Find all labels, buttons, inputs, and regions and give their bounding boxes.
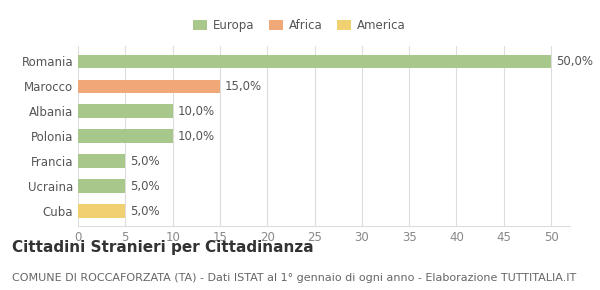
Text: 10,0%: 10,0%	[178, 105, 214, 118]
Text: 15,0%: 15,0%	[224, 80, 262, 93]
Bar	[78, 129, 173, 143]
Text: COMUNE DI ROCCAFORZATA (TA) - Dati ISTAT al 1° gennaio di ogni anno - Elaborazio: COMUNE DI ROCCAFORZATA (TA) - Dati ISTAT…	[12, 273, 576, 283]
Text: 10,0%: 10,0%	[178, 130, 214, 143]
Bar	[78, 204, 125, 218]
Text: 50,0%: 50,0%	[556, 55, 593, 68]
Text: Cittadini Stranieri per Cittadinanza: Cittadini Stranieri per Cittadinanza	[12, 240, 314, 255]
Text: 5,0%: 5,0%	[130, 180, 160, 193]
Bar	[78, 79, 220, 93]
Text: 5,0%: 5,0%	[130, 155, 160, 168]
Bar	[78, 104, 173, 118]
Bar	[78, 179, 125, 193]
Legend: Europa, Africa, America: Europa, Africa, America	[188, 14, 410, 37]
Text: 5,0%: 5,0%	[130, 205, 160, 218]
Bar	[78, 154, 125, 168]
Bar	[78, 55, 551, 68]
